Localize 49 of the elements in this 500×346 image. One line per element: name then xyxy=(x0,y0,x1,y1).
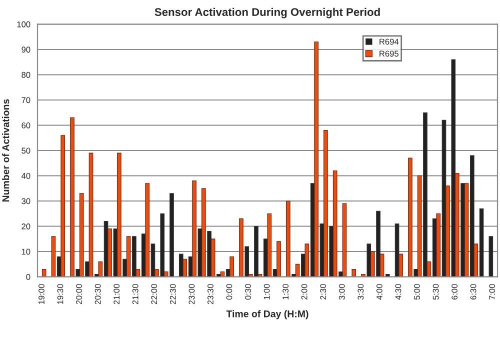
x-tick-label: 3:00 xyxy=(338,284,345,300)
chart-title: Sensor Activation During Overnight Period xyxy=(154,8,380,18)
legend-label: R694 xyxy=(380,38,399,45)
bar xyxy=(60,135,66,277)
x-tick-label: 2:30 xyxy=(320,284,326,300)
bar xyxy=(488,236,494,277)
x-tick-label: 19:30 xyxy=(57,284,64,304)
bar xyxy=(230,256,234,277)
x-tick-label: 20:00 xyxy=(76,284,82,304)
x-tick-label: 7:00 xyxy=(489,284,496,300)
x-tick-label: 4:30 xyxy=(395,284,402,300)
legend-label: R695 xyxy=(380,50,398,57)
x-tick-label: 4:00 xyxy=(376,284,382,300)
x-tick-label: 23:30 xyxy=(208,284,214,304)
x-tick-label: 21:00 xyxy=(114,284,120,304)
x-tick-label: 0:00 xyxy=(226,284,232,300)
y-tick-label: 80 xyxy=(22,72,30,78)
x-tick-label: 6:30 xyxy=(470,284,476,300)
y-tick-label: 70 xyxy=(22,97,30,104)
x-tick-label: 21:30 xyxy=(132,284,138,304)
y-tick-label: 30 xyxy=(22,198,30,204)
x-tick-label: 0:30 xyxy=(245,284,251,300)
x-tick-label: 22:00 xyxy=(151,284,158,304)
bar xyxy=(394,223,400,277)
bar xyxy=(352,268,356,277)
x-tick-label: 6:00 xyxy=(452,284,458,300)
bar xyxy=(276,241,281,277)
x-tick-label: 1:00 xyxy=(264,284,270,300)
x-tick-label: 20:30 xyxy=(94,284,101,304)
y-tick-label: 40 xyxy=(21,172,30,179)
bar xyxy=(42,268,46,277)
x-tick-label: 23:00 xyxy=(188,284,195,304)
x-tick-label: 5:30 xyxy=(432,284,439,300)
x-tick-label: 3:30 xyxy=(358,284,364,300)
x-tick-label: 19:00 xyxy=(38,284,44,304)
x-tick-label: 5:00 xyxy=(414,284,420,300)
y-tick-label: 50 xyxy=(22,148,30,154)
y-tick-label: 60 xyxy=(22,122,30,128)
x-axis-title: Time of Day (H:M) xyxy=(226,310,308,320)
x-tick-label: 22:30 xyxy=(170,284,176,304)
x-tick-label: 1:30 xyxy=(282,284,289,300)
y-axis-title: Number of Activations xyxy=(2,99,10,202)
y-tick-label: 20 xyxy=(22,223,30,230)
y-tick-label: 0 xyxy=(26,274,30,280)
y-tick-label: 10 xyxy=(22,248,30,255)
y-tick-label: 90 xyxy=(22,46,30,53)
x-tick-label: 2:00 xyxy=(301,284,308,300)
bar xyxy=(342,203,347,277)
y-tick-label: 100 xyxy=(17,21,30,28)
